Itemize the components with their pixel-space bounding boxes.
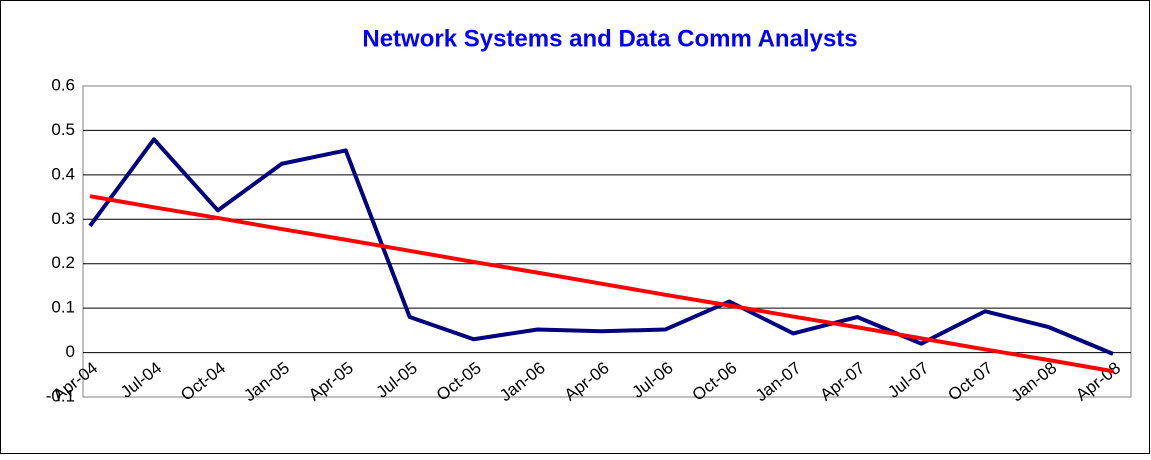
y-tick-label: 0.3 [51,209,75,228]
chart-title: Network Systems and Data Comm Analysts [362,25,857,52]
line-series [88,137,1114,356]
y-tick-label: -0.1 [46,386,75,405]
y-tick-label: 0.1 [51,298,75,317]
line-series [89,194,1114,374]
y-tick-label: 0.2 [51,253,75,272]
plot-area [82,85,1132,398]
y-tick-label: 0 [66,342,75,361]
y-tick-label: 0.5 [51,120,75,139]
y-tick-label: 0.4 [51,164,75,183]
y-tick-label: 0.6 [51,75,75,94]
